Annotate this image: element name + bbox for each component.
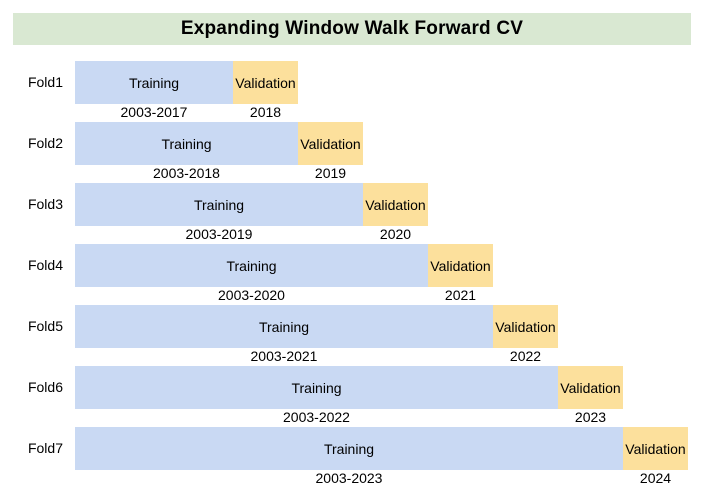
validation-period-label: 2022 — [509, 348, 542, 364]
fold-row-4: Fold4 Training Validation 2003-2020 2021 — [0, 244, 712, 305]
training-bar: Training — [75, 305, 493, 348]
training-period-label: 2003-2021 — [250, 348, 318, 364]
validation-bar: Validation — [298, 122, 363, 165]
training-bar: Training — [75, 427, 623, 470]
training-bar: Training — [75, 122, 298, 165]
fold-row-7: Fold7 Training Validation 2003-2023 2024 — [0, 427, 712, 488]
training-bar: Training — [75, 366, 558, 409]
training-period-label: 2003-2020 — [218, 287, 285, 303]
fold-row-6: Fold6 Training Validation 2003-2022 2023 — [0, 366, 712, 427]
validation-period-label: 2021 — [444, 287, 477, 303]
fold-label: Fold3 — [27, 196, 63, 212]
fold-label: Fold7 — [27, 440, 63, 456]
training-period-label: 2003-2023 — [315, 470, 383, 486]
validation-bar: Validation — [623, 427, 688, 470]
validation-period-label: 2023 — [574, 409, 607, 425]
fold-row-1: Fold1 Training Validation 2003-2017 2018 — [0, 61, 712, 122]
fold-label: Fold2 — [27, 135, 63, 151]
training-period-label: 2003-2017 — [120, 104, 188, 120]
training-bar: Training — [75, 244, 428, 287]
validation-period-label: 2018 — [249, 104, 282, 120]
validation-bar: Validation — [493, 305, 558, 348]
fold-label: Fold6 — [27, 379, 63, 395]
fold-label: Fold5 — [27, 318, 63, 334]
training-bar: Training — [75, 61, 233, 104]
fold-row-2: Fold2 Training Validation 2003-2018 2019 — [0, 122, 712, 183]
training-bar: Training — [75, 183, 363, 226]
fold-label: Fold1 — [27, 74, 63, 90]
training-period-label: 2003-2019 — [185, 226, 253, 242]
training-period-label: 2003-2022 — [283, 409, 350, 425]
fold-row-3: Fold3 Training Validation 2003-2019 2020 — [0, 183, 712, 244]
validation-bar: Validation — [428, 244, 493, 287]
validation-bar: Validation — [363, 183, 428, 226]
training-period-label: 2003-2018 — [153, 165, 220, 181]
validation-bar: Validation — [558, 366, 623, 409]
fold-label: Fold4 — [27, 257, 63, 273]
chart-title: Expanding Window Walk Forward CV — [13, 13, 691, 45]
fold-row-5: Fold5 Training Validation 2003-2021 2022 — [0, 305, 712, 366]
validation-period-label: 2020 — [379, 226, 412, 242]
validation-period-label: 2019 — [314, 165, 347, 181]
validation-period-label: 2024 — [639, 470, 672, 486]
validation-bar: Validation — [233, 61, 298, 104]
